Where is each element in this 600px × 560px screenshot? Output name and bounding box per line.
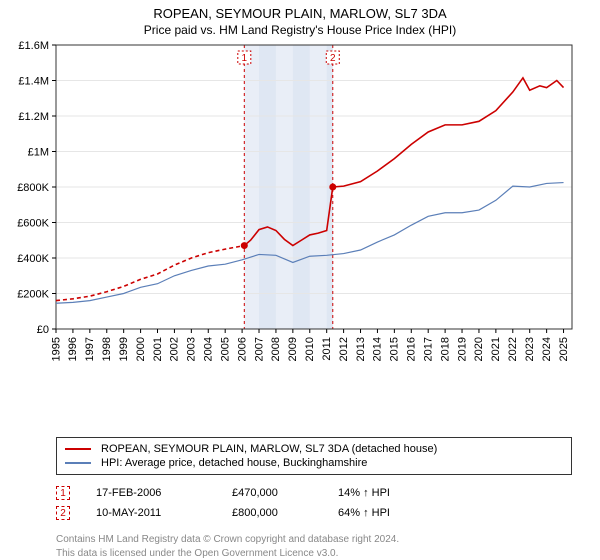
chart-area: £0 £200K £400K £600K £800K £1M £1.2M £1.4M £1.6M… — [0, 39, 600, 431]
svg-text:2018: 2018 — [439, 337, 451, 361]
svg-text:2015: 2015 — [389, 337, 401, 361]
legend-swatch-2 — [65, 462, 91, 464]
chart-title: ROPEAN, SEYMOUR PLAIN, MARLOW, SL7 3DA — [0, 6, 600, 21]
event-index-1: 1 — [56, 486, 70, 500]
svg-text:1997: 1997 — [84, 337, 96, 361]
svg-text:£0: £0 — [37, 324, 49, 336]
event-table: 1 17-FEB-2006 £470,000 14% ↑ HPI 2 10-MA… — [56, 483, 572, 523]
svg-text:1995: 1995 — [50, 337, 62, 361]
svg-text:2011: 2011 — [321, 337, 333, 361]
svg-text:2024: 2024 — [541, 337, 553, 361]
titles: ROPEAN, SEYMOUR PLAIN, MARLOW, SL7 3DA P… — [0, 0, 600, 39]
svg-text:2007: 2007 — [253, 337, 265, 361]
svg-text:2017: 2017 — [422, 337, 434, 361]
svg-text:2019: 2019 — [456, 337, 468, 361]
chart-subtitle: Price paid vs. HM Land Registry's House … — [0, 23, 600, 37]
svg-text:£600K: £600K — [17, 218, 49, 230]
svg-text:1: 1 — [242, 53, 248, 64]
event-index-2: 2 — [56, 506, 70, 520]
event-row: 2 10-MAY-2011 £800,000 64% ↑ HPI — [56, 503, 572, 523]
svg-text:2025: 2025 — [558, 337, 570, 361]
legend-row: ROPEAN, SEYMOUR PLAIN, MARLOW, SL7 3DA (… — [65, 442, 563, 456]
svg-text:2014: 2014 — [372, 337, 384, 361]
legend: ROPEAN, SEYMOUR PLAIN, MARLOW, SL7 3DA (… — [56, 437, 572, 475]
legend-row: HPI: Average price, detached house, Buck… — [65, 456, 563, 470]
svg-text:2005: 2005 — [219, 337, 231, 361]
event-pct-2: 64% ↑ HPI — [338, 507, 438, 519]
svg-text:2012: 2012 — [338, 337, 350, 361]
svg-text:2000: 2000 — [135, 337, 147, 361]
legend-label-2: HPI: Average price, detached house, Buck… — [101, 457, 367, 469]
svg-text:2023: 2023 — [524, 337, 536, 361]
svg-text:2006: 2006 — [236, 337, 248, 361]
event-date-2: 10-MAY-2011 — [96, 507, 206, 519]
svg-text:£1M: £1M — [28, 147, 49, 159]
chart-svg: £0 £200K £400K £600K £800K £1M £1.2M £1.4M £1.6M… — [0, 39, 600, 379]
svg-text:2004: 2004 — [203, 337, 215, 361]
svg-text:2003: 2003 — [186, 337, 198, 361]
svg-text:2013: 2013 — [355, 337, 367, 361]
svg-text:2010: 2010 — [304, 337, 316, 361]
svg-text:£200K: £200K — [17, 289, 49, 301]
svg-text:1998: 1998 — [101, 337, 113, 361]
svg-text:2021: 2021 — [490, 337, 502, 361]
legend-label-1: ROPEAN, SEYMOUR PLAIN, MARLOW, SL7 3DA (… — [101, 443, 437, 455]
svg-text:2: 2 — [330, 53, 336, 64]
svg-text:2009: 2009 — [287, 337, 299, 361]
svg-text:£1.4M: £1.4M — [18, 76, 49, 88]
legend-swatch-1 — [65, 448, 91, 450]
svg-text:1999: 1999 — [118, 337, 130, 361]
event-date-1: 17-FEB-2006 — [96, 487, 206, 499]
svg-text:2020: 2020 — [473, 337, 485, 361]
svg-text:£1.6M: £1.6M — [18, 40, 49, 52]
svg-text:2001: 2001 — [152, 337, 164, 361]
event-price-1: £470,000 — [232, 487, 312, 499]
svg-text:£400K: £400K — [17, 253, 49, 265]
svg-text:£800K: £800K — [17, 182, 49, 194]
footer-line-1: Contains HM Land Registry data © Crown c… — [56, 533, 572, 547]
footer-line-2: This data is licensed under the Open Gov… — [56, 547, 572, 560]
svg-text:1996: 1996 — [67, 337, 79, 361]
svg-text:£1.2M: £1.2M — [18, 111, 49, 123]
svg-text:2022: 2022 — [507, 337, 519, 361]
footer: Contains HM Land Registry data © Crown c… — [56, 533, 572, 560]
event-price-2: £800,000 — [232, 507, 312, 519]
svg-text:2002: 2002 — [169, 337, 181, 361]
event-row: 1 17-FEB-2006 £470,000 14% ↑ HPI — [56, 483, 572, 503]
svg-text:2016: 2016 — [406, 337, 418, 361]
event-pct-1: 14% ↑ HPI — [338, 487, 438, 499]
svg-text:2008: 2008 — [270, 337, 282, 361]
